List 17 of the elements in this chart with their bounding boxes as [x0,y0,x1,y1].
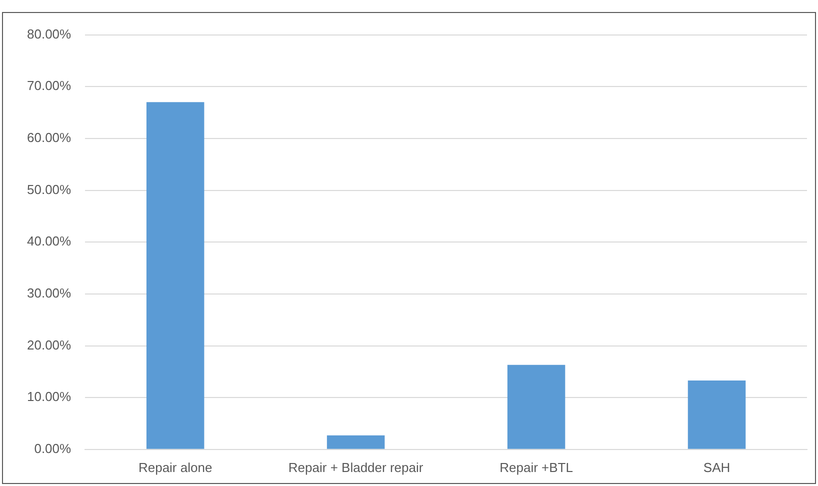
y-tick-label: 20.00% [26,337,72,352]
y-tick-label: 10.00% [26,389,72,404]
y-tick-label: 80.00% [26,26,72,42]
bar [146,102,204,449]
x-tick-label: Repair + Bladder repair [288,460,424,475]
y-tick-label: 70.00% [26,78,72,94]
bar [507,364,566,449]
y-tick-label: 50.00% [26,182,72,197]
x-tick-label: Repair +BTL [500,460,573,475]
bar [688,380,746,449]
x-tick-label: SAH [703,460,730,475]
y-tick-label: 60.00% [26,130,72,146]
x-tick-label: Repair alone [138,460,212,475]
y-tick-label: 0.00% [34,440,72,456]
y-tick-label: 30.00% [26,286,72,301]
y-tick-label: 40.00% [26,234,72,249]
bar [326,435,385,449]
